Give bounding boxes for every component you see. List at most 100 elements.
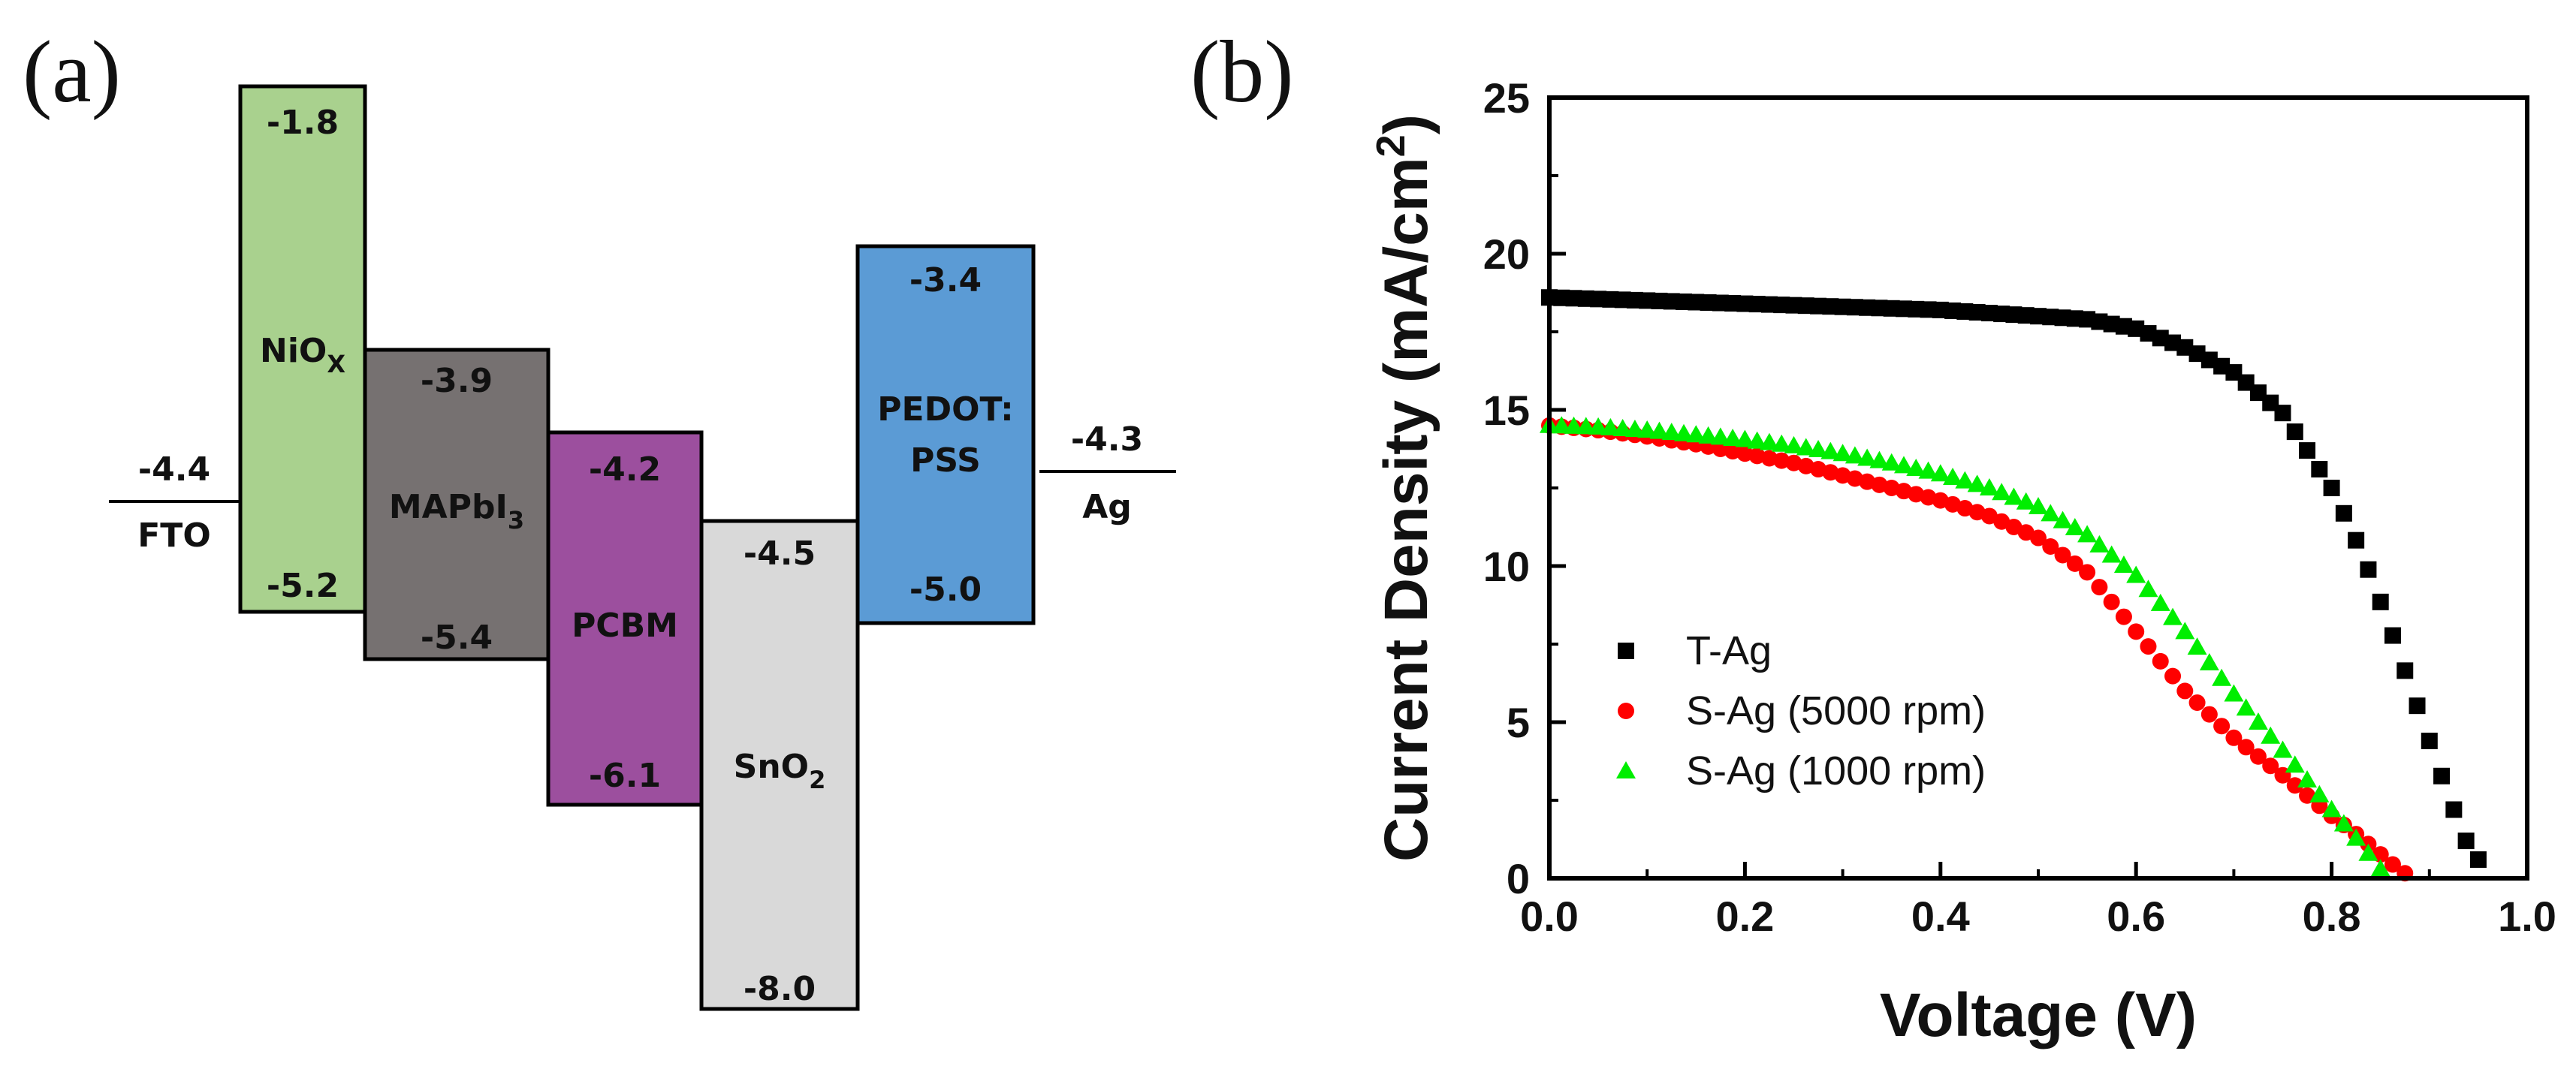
- data-point: [1747, 431, 1767, 449]
- data-point: [2150, 593, 2170, 611]
- data-point: [1893, 456, 1914, 474]
- data-point: [2066, 555, 2083, 572]
- data-point: [1918, 461, 1938, 479]
- pcbm-layer-box: [546, 430, 704, 807]
- legend-marker-2: [1616, 761, 1636, 778]
- data-point: [2285, 755, 2305, 773]
- x-tick-label: 0.6: [2107, 893, 2165, 940]
- data-point: [2311, 461, 2328, 478]
- data-point: [2041, 504, 2061, 522]
- data-point: [1661, 423, 1682, 441]
- data-point: [2091, 579, 2108, 596]
- data-point: [2274, 405, 2291, 422]
- data-point: [2079, 564, 2096, 581]
- data-point: [2199, 652, 2219, 670]
- pedot-label-line2: PSS: [910, 441, 981, 480]
- data-point: [2346, 828, 2366, 846]
- data-point: [1992, 483, 2012, 501]
- data-point: [2309, 784, 2330, 803]
- data-point: [2360, 561, 2377, 578]
- data-point: [2176, 682, 2194, 700]
- data-point: [1748, 447, 1766, 465]
- data-point: [2029, 496, 2048, 514]
- data-point: [2421, 732, 2438, 749]
- legend-marker-0: [1618, 643, 1634, 659]
- data-point: [1576, 417, 1596, 435]
- data-point: [1600, 417, 1621, 435]
- data-point: [2299, 442, 2316, 459]
- data-point: [1772, 434, 1792, 452]
- data-point: [2115, 608, 2132, 625]
- data-point: [1612, 418, 1633, 436]
- pedot-layer-box: [855, 244, 1036, 625]
- y-tick-label: 5: [1507, 699, 1530, 746]
- data-point: [1649, 421, 1670, 439]
- data-point: [1723, 428, 1743, 446]
- y-tick-label: 25: [1483, 74, 1530, 122]
- data-point: [1845, 446, 1865, 464]
- data-point: [2286, 423, 2303, 441]
- data-point: [2321, 799, 2342, 818]
- data-point: [2372, 593, 2389, 610]
- nio-top-level: -1.8: [267, 104, 339, 142]
- data-point: [1724, 443, 1742, 460]
- data-point: [2200, 706, 2218, 723]
- legend: T-Ag S-Ag (5000 rpm) S-Ag (1000 rpm): [1616, 628, 1986, 793]
- data-point: [2384, 856, 2401, 873]
- data-point: [1624, 420, 1645, 437]
- series-0: [1541, 289, 2487, 869]
- data-point: [2126, 565, 2146, 583]
- data-point: [2262, 757, 2279, 775]
- data-point: [2140, 638, 2157, 655]
- data-point: [2384, 627, 2401, 644]
- data-point: [2138, 580, 2158, 598]
- pedot-top-level: -3.4: [909, 261, 982, 300]
- sno2-bottom-level: -8.0: [744, 970, 816, 1008]
- data-point: [1820, 441, 1841, 459]
- nio-label: NiOX: [260, 332, 345, 378]
- data-point: [2004, 487, 2024, 505]
- pcbm-top-level: -4.2: [589, 450, 661, 489]
- data-point: [2077, 525, 2098, 543]
- data-point: [1637, 420, 1658, 438]
- fto-label: FTO: [137, 516, 210, 555]
- data-point: [1857, 448, 1878, 466]
- data-point: [1784, 435, 1804, 453]
- data-point: [2261, 726, 2281, 744]
- data-point: [2433, 767, 2451, 784]
- data-point: [2286, 777, 2303, 794]
- sno2-top-level: -4.5: [744, 534, 816, 573]
- data-point: [2249, 748, 2267, 765]
- data-point: [2236, 698, 2256, 716]
- data-point: [1955, 471, 1975, 489]
- data-point: [2273, 740, 2293, 758]
- data-point: [2397, 662, 2414, 679]
- data-point: [2113, 555, 2134, 573]
- data-point: [2333, 814, 2354, 832]
- data-point: [1698, 426, 1718, 444]
- data-point: [1906, 459, 1926, 476]
- data-point: [1735, 429, 1755, 447]
- data-point: [1832, 444, 1853, 462]
- axis-ticks: 0.0 0.2 0.4 0.6 0.8 1.0 0 5 10 15 20 25: [1483, 74, 2556, 940]
- data-point: [1869, 450, 1890, 468]
- data-point: [2175, 622, 2195, 640]
- data-point: [2042, 538, 2059, 555]
- mapbi3-layer-box: [363, 348, 550, 661]
- y-tick-label: 15: [1483, 387, 1530, 434]
- mapbi3-top-level: -3.9: [421, 362, 493, 400]
- data-point: [2212, 668, 2232, 686]
- data-point: [2445, 801, 2463, 818]
- panel-a-label: (a): [23, 23, 121, 121]
- data-point: [1710, 427, 1730, 445]
- legend-label-1: S-Ag (5000 rpm): [1686, 688, 1986, 733]
- x-axis-title: Voltage (V): [1880, 981, 2197, 1049]
- data-point: [1736, 445, 1754, 462]
- data-point: [1674, 423, 1694, 441]
- data-point: [1881, 453, 1902, 471]
- data-point: [1759, 432, 1779, 450]
- mapbi3-bottom-level: -5.4: [421, 619, 493, 657]
- data-point: [2213, 718, 2231, 735]
- y-tick-label: 20: [1483, 230, 1530, 278]
